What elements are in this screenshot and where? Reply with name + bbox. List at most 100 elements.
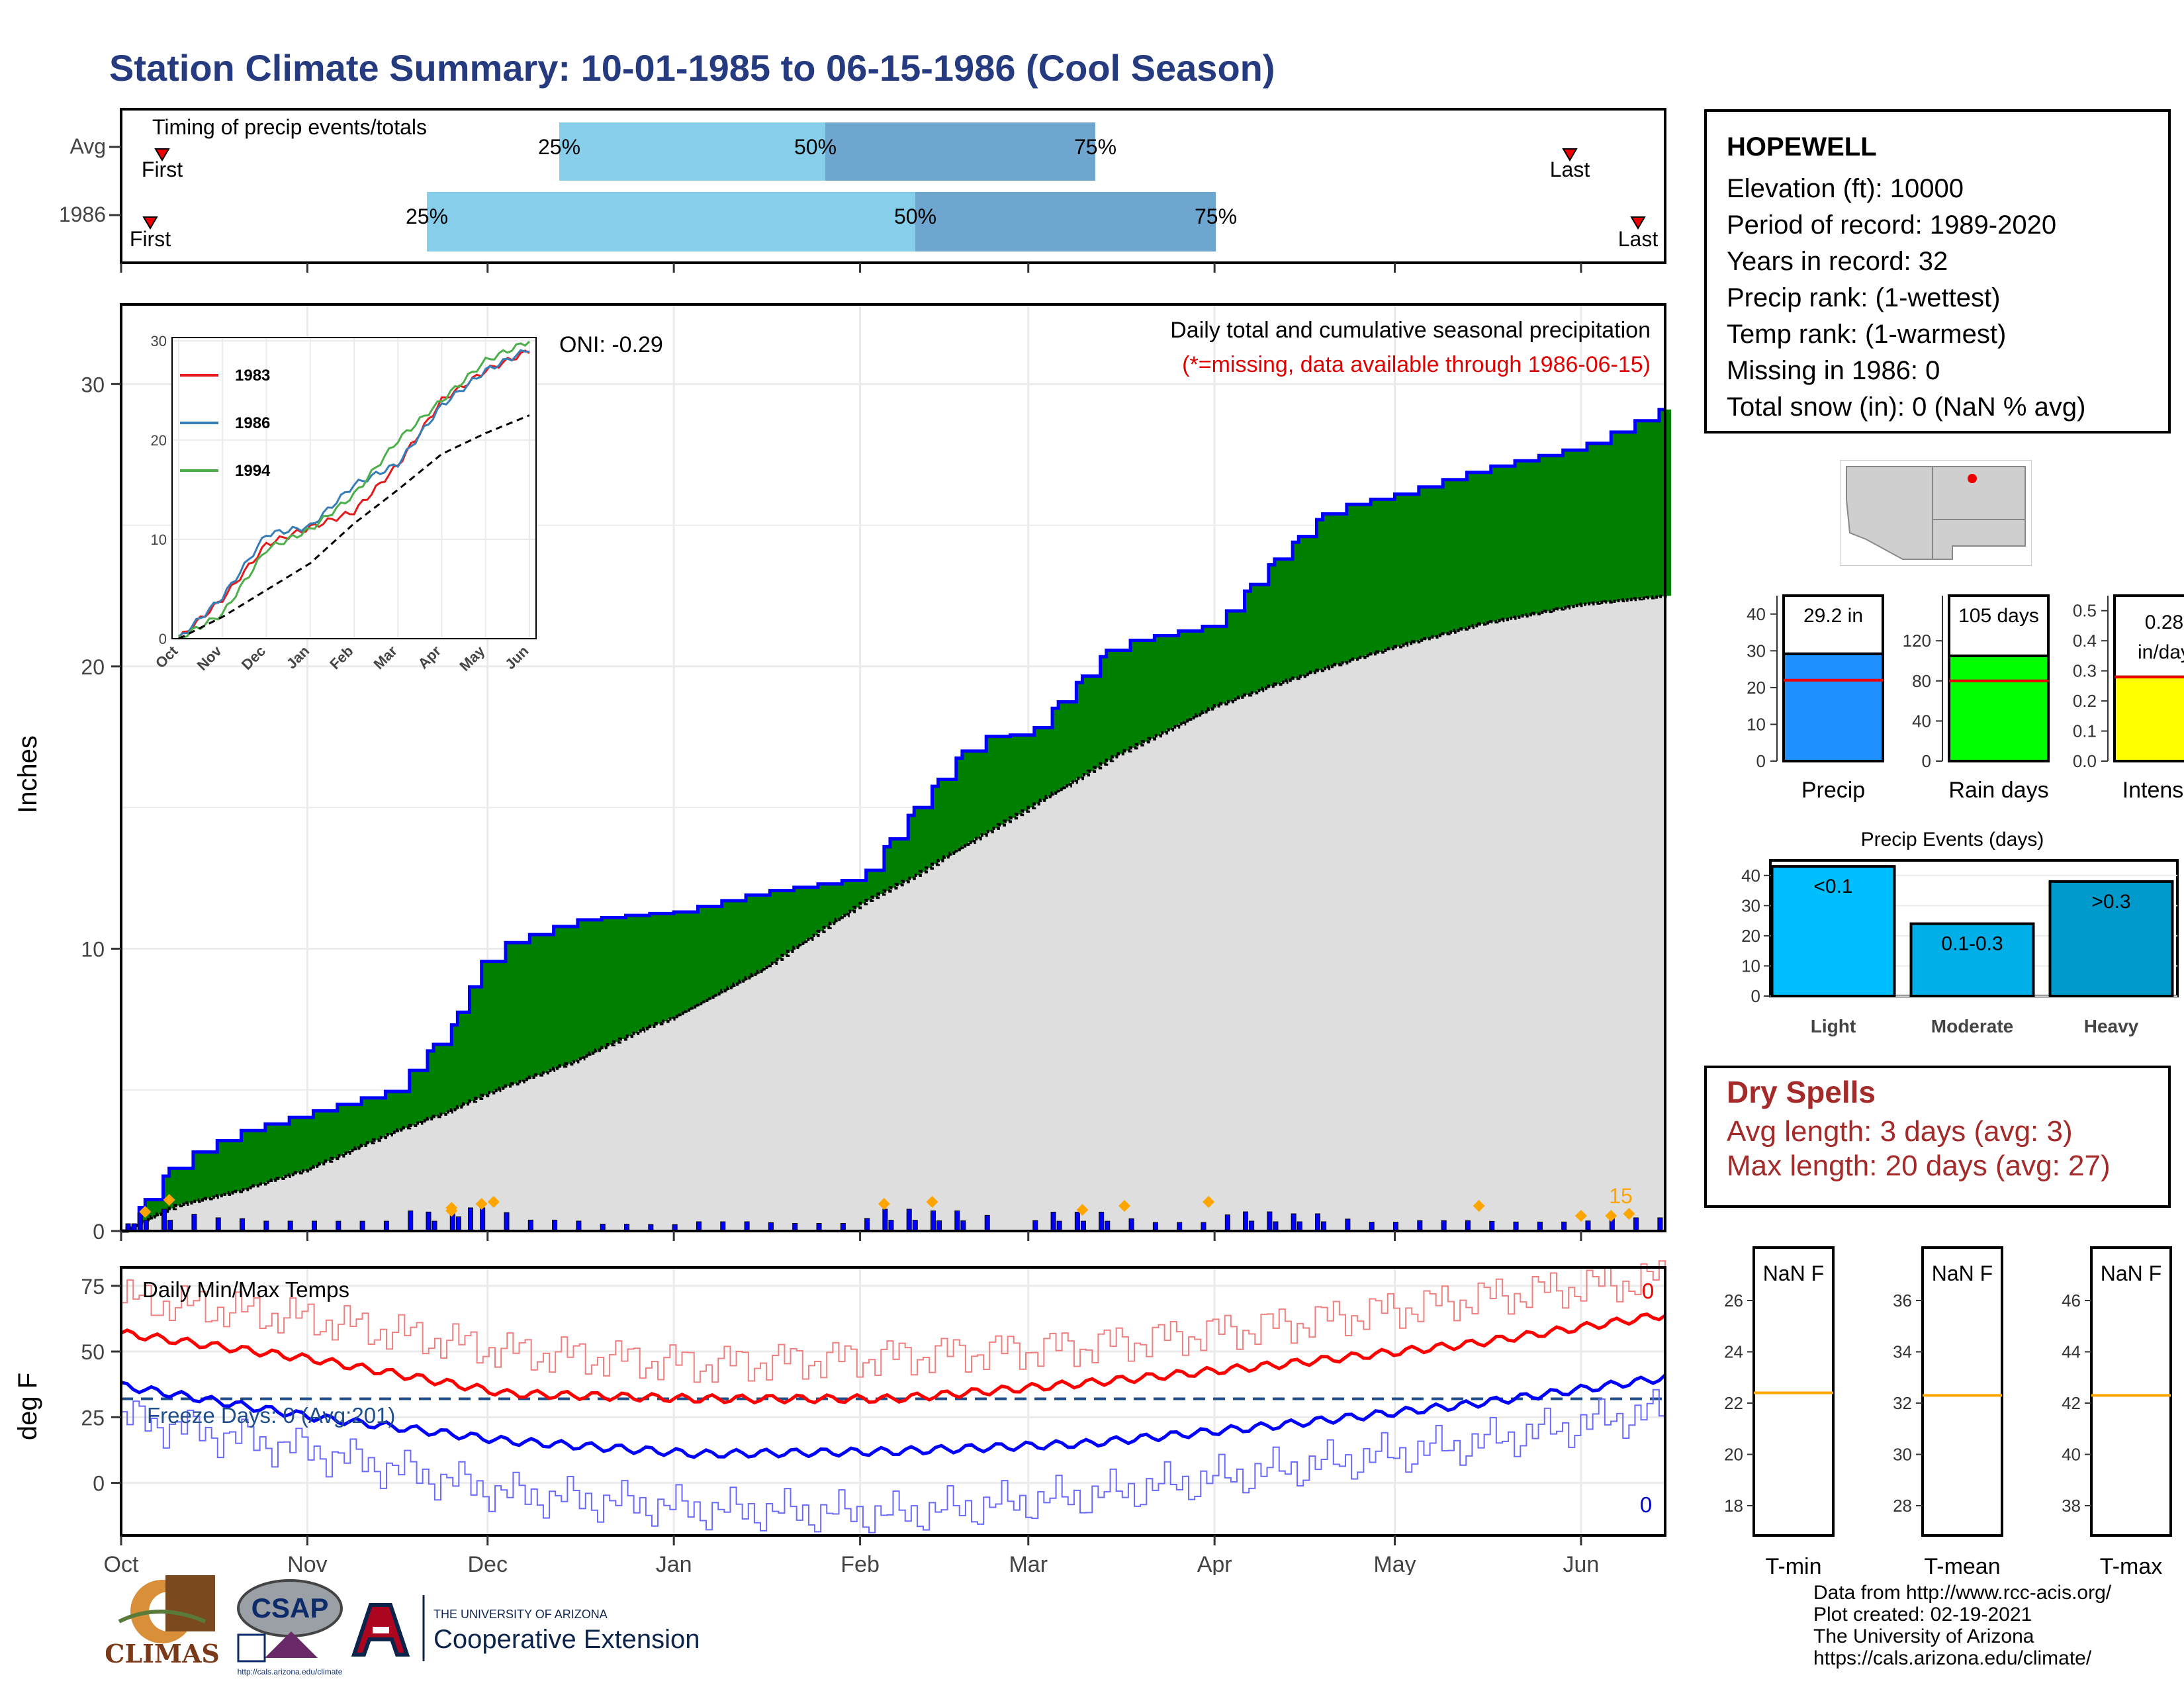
precip-events-chart: Precip Events (days) 0 10 20 30 40 <0.1 Light 0… (1694, 821, 2184, 1039)
daily-bar (215, 1217, 221, 1232)
daily-bar (576, 1220, 582, 1232)
max-count: 0 (1642, 1279, 1654, 1303)
daily-bar (1561, 1221, 1567, 1232)
inset-year-line (178, 349, 530, 637)
inset-legend-label: 1983 (235, 367, 270, 385)
month-label: Dec (468, 1552, 508, 1575)
timing-row-avg: Avg (69, 134, 106, 158)
temp-y-label: 0 (93, 1472, 105, 1496)
timing-panel: Timing of precip events/totals Avg 1986 … (0, 99, 1681, 285)
daily-bar (191, 1214, 197, 1232)
daily-bar (552, 1219, 558, 1232)
summary-tick-label: 30 (1747, 641, 1766, 661)
temp-box-tick-label: 32 (1893, 1393, 1912, 1413)
summary-value: 105 days (1958, 605, 2039, 627)
temps-panel: 0 25 50 75 Oct Nov Dec Jan Feb Mar Apr May Jun Dail… (0, 1257, 1681, 1577)
daily-bar (240, 1218, 246, 1232)
dry-spells-title: Dry Spells (1727, 1075, 1876, 1109)
daily-bar (1489, 1220, 1495, 1232)
event-diamond (1118, 1200, 1130, 1212)
daily-bar (1291, 1213, 1297, 1232)
temps-title: Daily Min/Max Temps (142, 1277, 349, 1302)
daily-bar (1080, 1220, 1086, 1232)
daily-bar (1128, 1218, 1134, 1232)
inset-legend-label: 1994 (235, 462, 271, 480)
inset-x-label: Mar (370, 643, 400, 673)
inset-y-label: 30 (151, 333, 167, 349)
temps-ylabel: deg F (13, 1373, 42, 1440)
event-bar (2048, 880, 2174, 997)
summary-bar (1782, 652, 1884, 763)
inset-x-label: Feb (326, 643, 356, 672)
dry-spells-box: Dry Spells Avg length: 3 days (avg: 3) M… (1704, 1066, 2171, 1208)
inset-avg-line (178, 414, 530, 640)
events-tick-label: 20 (1741, 926, 1760, 946)
year-last-label: Last (1618, 227, 1659, 251)
avg-pct-50: 50% (794, 135, 837, 159)
daily-bar (1224, 1214, 1230, 1232)
daily-bar (882, 1209, 888, 1232)
temp-box-tick-label: 34 (1893, 1342, 1912, 1362)
daily-bar (1657, 1217, 1663, 1232)
station-name: HOPEWELL (1727, 132, 1877, 161)
summary-label: Rain days (1948, 778, 2048, 803)
station-line: Years in record: 32 (1727, 247, 1948, 276)
event-category-label: Light (1811, 1016, 1856, 1036)
y-tick-label: 30 (81, 373, 105, 396)
daily-bar (468, 1207, 474, 1232)
temp-box-tick-label: 36 (1893, 1291, 1912, 1310)
month-label: Jun (1563, 1552, 1599, 1575)
summary-value: 29.2 in (1803, 605, 1863, 627)
summary-tick-label: 0.0 (2073, 751, 2097, 771)
summary-bars: 0 10 20 30 40 29.2 in Precip 0 40 80 120 105 days Ra… (1694, 582, 2184, 807)
temp-box-tick-label: 24 (1724, 1342, 1743, 1362)
temp-box (1921, 1246, 2003, 1537)
year-first-label: First (130, 227, 171, 251)
inset-y-label: 20 (151, 432, 167, 449)
event-diamond (926, 1196, 938, 1208)
summary-tick-label: 0.1 (2073, 721, 2097, 741)
main-y-axis: 0 10 20 30 (81, 373, 1582, 1244)
events-title: Precip Events (days) (1861, 829, 2044, 850)
daily-bar (336, 1220, 341, 1232)
temp-box-tick-label: 30 (1893, 1445, 1912, 1465)
temp-box-value: NaN F (1763, 1261, 1824, 1285)
credit-line: Plot created: 02-19-2021 (1813, 1604, 2032, 1625)
event-markers (139, 1194, 1635, 1222)
summary-tick-label: 40 (1747, 604, 1766, 624)
inset-x-label: Apr (415, 643, 445, 672)
temps-svg: 0 25 50 75 Oct Nov Dec Jan Feb Mar Apr May Jun Dail… (13, 1260, 1666, 1577)
temp-box-tick-label: 46 (2062, 1291, 2081, 1310)
temp-box-label: T-mean (1924, 1554, 2000, 1579)
inset-y-label: 0 (159, 631, 167, 647)
event-diamond (878, 1198, 890, 1210)
summary-tick-label: 0.2 (2073, 691, 2097, 711)
missing-note: (*=missing, data available through 1986-… (1182, 352, 1651, 377)
daily-bar (426, 1211, 432, 1232)
daily-bar (432, 1220, 437, 1232)
avg-first-marker (154, 148, 170, 161)
csap-logo: CSAP http://cals.arizona.edu/climate (237, 1579, 343, 1676)
summary-value: in/day (2138, 641, 2184, 663)
credits: Data from http://www.rcc-acis.org/ Plot … (1813, 1582, 2111, 1669)
daily-bar (143, 1220, 149, 1232)
daily-bar (1314, 1213, 1320, 1232)
station-line: Period of record: 1989-2020 (1727, 210, 2057, 240)
avg-last-label: Last (1550, 158, 1590, 181)
month-label: Feb (841, 1552, 880, 1575)
summary-bar (1948, 654, 2050, 762)
timing-title: Timing of precip events/totals (152, 115, 427, 139)
climas-logo: CLIMAS (105, 1575, 220, 1668)
temp-series-line (121, 1389, 1666, 1533)
daily-bar (1074, 1211, 1080, 1232)
location-map (1839, 459, 2032, 567)
event-diamond (475, 1198, 488, 1210)
month-label: May (1373, 1552, 1416, 1575)
daily-bar (1050, 1211, 1056, 1232)
daily-bar (906, 1209, 912, 1232)
summary-tick-label: 0.3 (2073, 661, 2097, 681)
summary-bar-outline (1782, 594, 1884, 655)
temp-box-tick-label: 28 (1893, 1496, 1912, 1516)
daily-bar (744, 1221, 750, 1232)
